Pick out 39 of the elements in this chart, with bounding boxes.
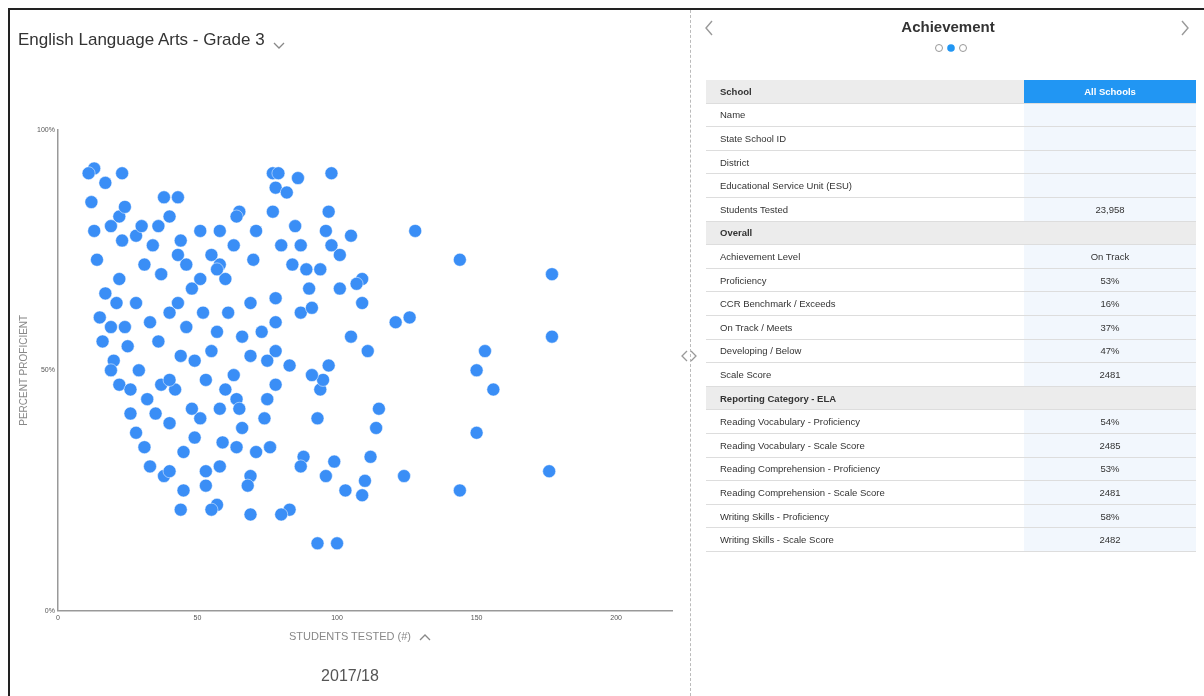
text: 53% [1100,463,1120,475]
category-label: Reading Vocabulary - Proficiency [706,409,1024,434]
text: 23,958 [1095,203,1125,215]
x-axis-title: STUDENTS TESTED (#) [288,630,412,642]
text: Achievement [900,18,996,35]
category-label: Name [706,103,1024,127]
category-label: Developing / Below [706,339,1024,363]
text: 58% [1100,510,1120,522]
category-label: Writing Skills - Proficiency [706,504,1024,528]
text: Reporting Category - ELA [706,386,1024,410]
text: 54% [1100,416,1120,428]
text: All Schools [1024,80,1196,104]
text: 2481 [1099,486,1121,498]
chart-title: English Language Arts - Grade 3 [18,30,265,50]
category-label: Reading Comprehension - Proficiency [706,457,1024,481]
category-label: Achievement Level [706,244,1024,269]
category-label: District [706,150,1024,174]
category-label: Proficiency [706,268,1024,292]
category-label: Writing Skills - Scale Score [706,527,1024,552]
y-axis-title: PERCENT PROFICIENT [17,314,29,426]
text: School [706,80,1024,104]
category-label: Reading Vocabulary - Scale Score [706,433,1024,458]
text: Overall [706,221,1024,245]
text: On Track [1090,250,1130,262]
category-label: On Track / Meets [706,315,1024,340]
text: 16% [1100,298,1120,310]
text: 2482 [1099,534,1121,546]
text: 37% [1100,321,1120,333]
text: 2017/18 [320,667,380,685]
text: 47% [1100,345,1120,357]
category-label: Students Tested [706,197,1024,222]
category-label: CCR Benchmark / Exceeds [706,291,1024,316]
text: 53% [1100,274,1120,286]
text: 2481 [1099,368,1121,380]
category-label: Scale Score [706,362,1024,387]
text: 2485 [1099,439,1121,451]
category-label: Reading Comprehension - Scale Score [706,480,1024,505]
category-label: Educational Service Unit (ESU) [706,173,1024,198]
category-label: State School ID [706,126,1024,151]
